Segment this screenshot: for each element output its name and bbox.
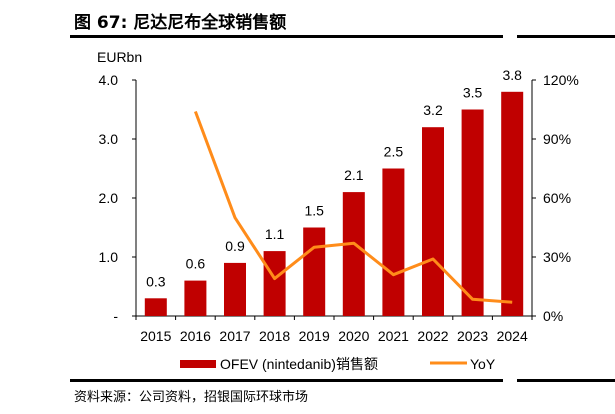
bar-label-2017: 0.9 [225, 238, 245, 254]
legend-swatch-bars [180, 360, 216, 368]
bar-label-2024: 3.8 [502, 67, 522, 83]
bar-label-2015: 0.3 [146, 273, 166, 289]
left-tick-label: - [113, 308, 118, 324]
left-tick-label: 3.0 [99, 131, 119, 147]
legend-label-yoy: YoY [470, 356, 496, 372]
bar-label-2023: 3.5 [463, 85, 483, 101]
bar-label-2020: 2.1 [344, 167, 364, 183]
left-tick-label: 1.0 [99, 249, 119, 265]
bar-2020 [342, 192, 365, 316]
right-tick-label: 30% [543, 249, 571, 265]
source-rule [70, 379, 503, 382]
bar-2016 [184, 280, 207, 316]
left-tick-label: 4.0 [99, 72, 119, 88]
right-tick-label: 60% [543, 190, 571, 206]
source-note: 资料来源：公司资料，招银国际环球市场 [74, 390, 309, 405]
bar-2023 [461, 109, 484, 316]
left-tick-label: 2.0 [99, 190, 119, 206]
bar-2019 [303, 227, 326, 316]
bar-2015 [144, 298, 167, 316]
chart-title: 图 67: 尼达尼布全球销售额 [74, 13, 287, 33]
legend-label-bars: OFEV (nintedanib)销售额 [220, 356, 378, 372]
title-rule [70, 35, 503, 38]
x-tick-label: 2023 [457, 328, 488, 344]
source-rule-right [517, 379, 615, 382]
bar-2022 [422, 127, 444, 316]
x-tick-label: 2024 [497, 328, 528, 344]
x-tick-label: 2021 [378, 328, 409, 344]
x-tick-label: 2022 [417, 328, 448, 344]
x-tick-label: 2018 [259, 328, 290, 344]
x-tick-label: 2020 [338, 328, 369, 344]
left-axis-title: EURbn [97, 49, 142, 65]
bar-2017 [224, 262, 246, 316]
bar-label-2018: 1.1 [265, 226, 285, 242]
x-tick-label: 2019 [299, 328, 330, 344]
right-tick-label: 120% [543, 72, 579, 88]
bar-label-2019: 1.5 [304, 203, 324, 219]
right-tick-label: 0% [543, 308, 563, 324]
bar-label-2016: 0.6 [186, 256, 206, 272]
bar-2021 [382, 168, 405, 316]
bar-2024 [501, 91, 524, 316]
bar-label-2022: 3.2 [423, 102, 443, 118]
bar-2018 [263, 251, 286, 316]
x-tick-label: 2017 [219, 328, 250, 344]
x-tick-label: 2015 [140, 328, 171, 344]
bar-label-2021: 2.5 [384, 144, 404, 160]
title-rule-right [517, 35, 615, 38]
x-tick-label: 2016 [180, 328, 211, 344]
right-tick-label: 90% [543, 131, 571, 147]
